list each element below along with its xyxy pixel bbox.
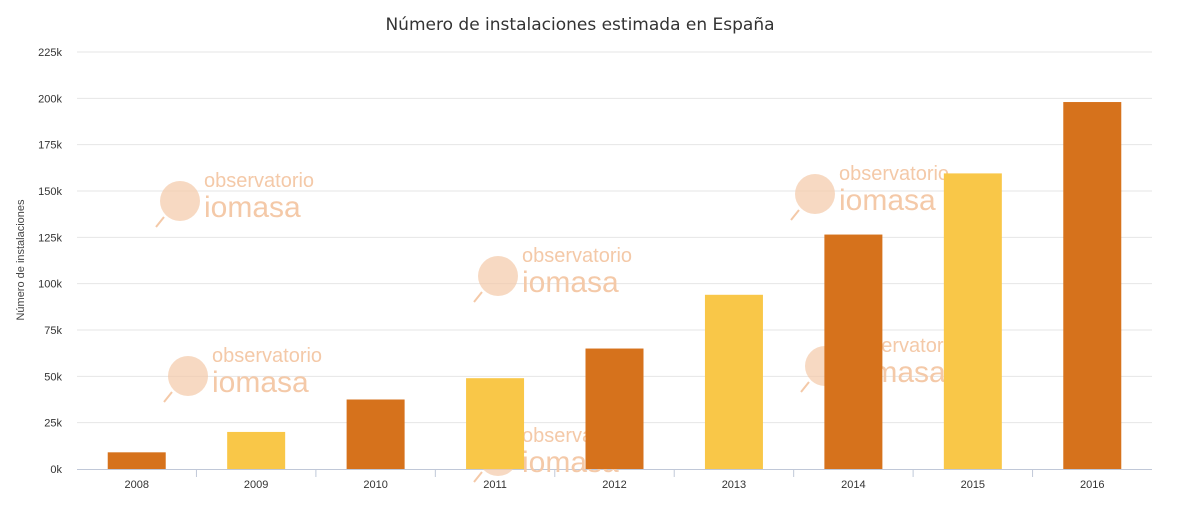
bar-2014[interactable] bbox=[824, 234, 883, 469]
watermark-line2: iomasa bbox=[212, 366, 309, 399]
watermark-line1: observatorio bbox=[839, 163, 949, 185]
bar-2015[interactable] bbox=[943, 173, 1002, 470]
watermark-line2: iomasa bbox=[522, 266, 619, 299]
y-tick-label: 25k bbox=[44, 418, 62, 430]
bar-2012[interactable] bbox=[585, 348, 644, 469]
watermark-stem bbox=[155, 216, 165, 228]
gridlines bbox=[77, 51, 1152, 470]
bar-2009[interactable] bbox=[227, 431, 286, 469]
watermark-leaf-icon bbox=[478, 256, 518, 296]
watermark-stem bbox=[800, 381, 810, 393]
x-tick-label: 2014 bbox=[841, 479, 865, 491]
watermark-stem bbox=[790, 209, 800, 221]
x-tick-label: 2015 bbox=[961, 479, 985, 491]
bar-2008[interactable] bbox=[107, 452, 166, 469]
bars bbox=[107, 102, 1122, 470]
y-tick-label: 75k bbox=[44, 325, 62, 337]
y-tick-label: 0k bbox=[50, 464, 62, 476]
watermark-line2: iomasa bbox=[839, 184, 936, 217]
watermark-leaf-icon bbox=[168, 356, 208, 396]
x-tick-label: 2012 bbox=[602, 479, 626, 491]
bar-2013[interactable] bbox=[704, 294, 763, 469]
bar-2016[interactable] bbox=[1063, 102, 1122, 469]
x-axis-ticks: 2008 2009 2010 2011 2012 2013 2014 2015 2016 bbox=[124, 469, 1105, 491]
x-tick-label: 2009 bbox=[244, 479, 268, 491]
bar-2010[interactable] bbox=[346, 399, 405, 470]
x-tick-label: 2008 bbox=[124, 479, 148, 491]
bar-2011[interactable] bbox=[466, 378, 525, 469]
x-tick-label: 2013 bbox=[722, 479, 746, 491]
y-tick-label: 50k bbox=[44, 371, 62, 383]
y-tick-label: 175k bbox=[38, 140, 62, 152]
y-axis-ticks: 0k 25k 50k 75k 100k 125k 150k 175k 200k 225k bbox=[38, 47, 62, 476]
y-axis-label: Número de instalaciones bbox=[15, 199, 27, 321]
watermark-line1: observatorio bbox=[204, 170, 314, 192]
watermark-stem bbox=[163, 391, 173, 403]
chart-title: Número de instalaciones estimada en Espa… bbox=[385, 15, 774, 35]
y-tick-label: 225k bbox=[38, 47, 62, 59]
watermark-line2: iomasa bbox=[204, 191, 301, 224]
watermark-stem bbox=[473, 291, 483, 303]
y-tick-label: 200k bbox=[38, 93, 62, 105]
watermark-stem bbox=[473, 471, 483, 483]
watermark-leaf-icon bbox=[160, 181, 200, 221]
watermark-line1: observatorio bbox=[212, 345, 322, 367]
x-tick-label: 2011 bbox=[483, 479, 507, 491]
y-tick-label: 125k bbox=[38, 232, 62, 244]
watermark-line1: observatorio bbox=[522, 245, 632, 267]
y-tick-label: 150k bbox=[38, 186, 62, 198]
x-tick-label: 2010 bbox=[363, 479, 387, 491]
y-tick-label: 100k bbox=[38, 279, 62, 291]
watermark-leaf-icon bbox=[795, 174, 835, 214]
x-tick-label: 2016 bbox=[1080, 479, 1104, 491]
